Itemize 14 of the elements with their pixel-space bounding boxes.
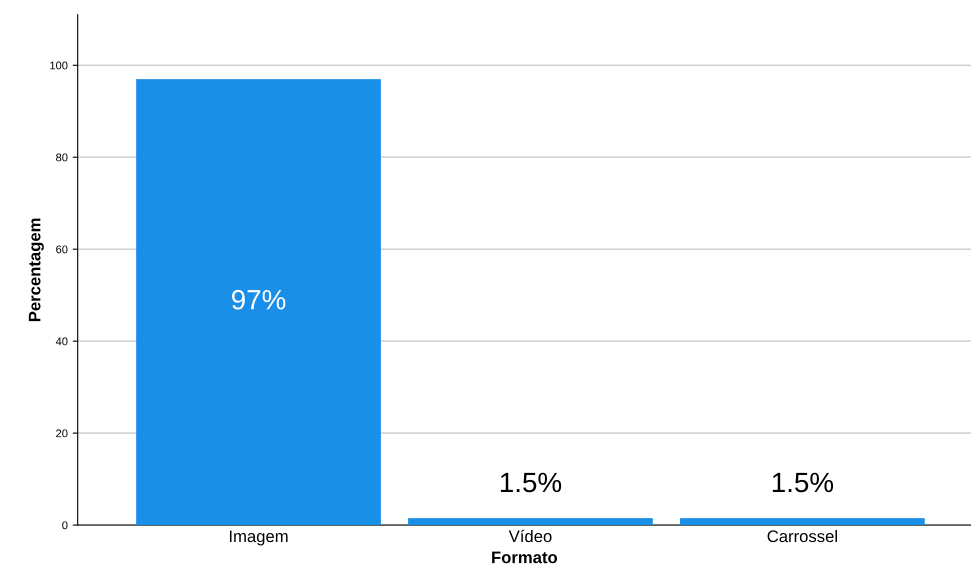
y-tick-label: 60	[56, 245, 68, 254]
data-label: 1.5%	[500, 472, 562, 492]
y-tick-label: 80	[56, 154, 68, 162]
x-tick-label: Vídeo	[508, 530, 552, 542]
y-axis-title: Percentagem	[28, 218, 44, 322]
y-tick-label: 40	[56, 337, 68, 346]
y-tick-label: 20	[56, 429, 68, 438]
y-tick-label: 0	[62, 521, 68, 530]
y-tick-label: 100	[50, 62, 68, 70]
x-tick-label: Carrossel	[768, 530, 837, 542]
x-axis-title: Formato	[492, 552, 558, 564]
data-label: 1.5%	[772, 472, 834, 492]
x-tick-label: Imagem	[230, 530, 288, 546]
data-label: 97%	[232, 290, 286, 310]
